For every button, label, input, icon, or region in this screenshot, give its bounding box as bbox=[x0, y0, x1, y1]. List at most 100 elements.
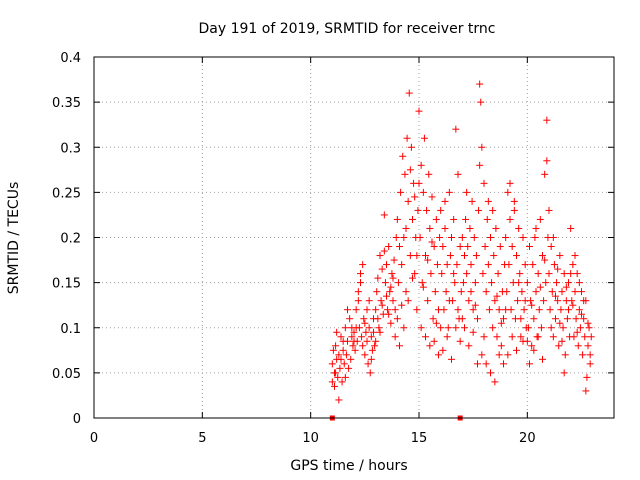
data-point bbox=[335, 396, 343, 404]
data-point bbox=[510, 197, 518, 205]
data-point bbox=[573, 270, 581, 278]
data-point bbox=[547, 324, 555, 332]
data-point bbox=[336, 364, 344, 372]
data-point bbox=[531, 234, 539, 241]
data-point bbox=[335, 351, 343, 359]
data-point bbox=[422, 252, 429, 260]
data-point bbox=[454, 306, 462, 314]
data-point bbox=[389, 274, 397, 282]
data-point bbox=[409, 274, 416, 282]
y-tick-label: 0.15 bbox=[52, 277, 81, 292]
data-point bbox=[543, 116, 551, 124]
data-point bbox=[450, 270, 458, 278]
data-point bbox=[558, 288, 566, 296]
data-point bbox=[543, 157, 551, 165]
data-point bbox=[540, 297, 548, 305]
data-point bbox=[381, 279, 389, 287]
data-points bbox=[328, 80, 595, 421]
data-point bbox=[579, 351, 587, 359]
data-point bbox=[457, 288, 465, 296]
data-point bbox=[581, 333, 589, 341]
data-point bbox=[337, 333, 345, 341]
data-point bbox=[568, 297, 576, 305]
data-point bbox=[493, 333, 501, 341]
data-point bbox=[528, 342, 536, 350]
data-point bbox=[362, 328, 370, 336]
data-point bbox=[474, 360, 481, 368]
data-point bbox=[541, 170, 549, 178]
data-point bbox=[465, 297, 473, 305]
data-point bbox=[399, 152, 407, 160]
data-point bbox=[441, 197, 449, 205]
data-point bbox=[526, 243, 533, 251]
data-point bbox=[480, 333, 488, 341]
data-point bbox=[471, 279, 479, 287]
data-point bbox=[461, 324, 468, 332]
data-point bbox=[443, 333, 451, 341]
data-point bbox=[374, 315, 382, 323]
data-point bbox=[370, 328, 377, 336]
data-point bbox=[517, 333, 525, 341]
data-point bbox=[393, 215, 401, 223]
data-point bbox=[537, 324, 545, 332]
data-point bbox=[439, 243, 447, 251]
data-point bbox=[417, 161, 425, 169]
data-point bbox=[545, 206, 553, 214]
data-point bbox=[398, 301, 406, 309]
data-point bbox=[584, 319, 592, 327]
data-point bbox=[350, 328, 358, 336]
data-point bbox=[413, 306, 421, 314]
data-point bbox=[391, 333, 399, 341]
data-point bbox=[407, 143, 415, 151]
data-point bbox=[366, 369, 374, 377]
data-point bbox=[468, 197, 476, 205]
data-point bbox=[474, 315, 481, 323]
data-point bbox=[342, 351, 350, 359]
data-point bbox=[530, 315, 538, 323]
data-point bbox=[532, 288, 540, 296]
data-point bbox=[432, 319, 440, 327]
data-point bbox=[556, 252, 564, 260]
data-point bbox=[508, 243, 516, 251]
data-point bbox=[586, 360, 594, 368]
data-point bbox=[331, 382, 338, 390]
data-point bbox=[454, 170, 462, 178]
data-point bbox=[350, 337, 358, 345]
data-point bbox=[430, 243, 438, 251]
data-point bbox=[378, 301, 386, 309]
data-point bbox=[357, 279, 364, 287]
data-point bbox=[580, 297, 588, 305]
x-tick-label: 5 bbox=[198, 431, 206, 446]
data-point bbox=[470, 234, 478, 241]
data-point bbox=[451, 279, 459, 287]
data-point bbox=[456, 337, 464, 345]
data-point bbox=[514, 297, 522, 305]
data-point bbox=[365, 297, 373, 305]
data-point bbox=[502, 306, 510, 314]
data-point bbox=[441, 224, 449, 232]
data-point bbox=[340, 360, 348, 368]
data-point bbox=[338, 378, 346, 386]
data-point bbox=[386, 288, 394, 296]
data-point bbox=[549, 234, 557, 241]
data-point bbox=[385, 310, 393, 318]
y-tick-label: 0.25 bbox=[52, 186, 81, 201]
data-point bbox=[383, 261, 390, 269]
data-point bbox=[422, 333, 429, 341]
data-point bbox=[346, 315, 354, 323]
data-point bbox=[401, 170, 409, 178]
data-point bbox=[398, 261, 406, 269]
data-point bbox=[418, 279, 426, 287]
data-point bbox=[469, 328, 477, 336]
data-point bbox=[445, 297, 453, 305]
y-tick-label: 0.3 bbox=[60, 141, 81, 156]
data-point bbox=[430, 337, 438, 345]
data-point bbox=[534, 270, 542, 278]
data-point bbox=[545, 270, 553, 278]
data-point bbox=[329, 346, 337, 354]
data-point bbox=[452, 324, 460, 332]
data-point bbox=[562, 283, 570, 291]
data-point bbox=[487, 369, 494, 377]
chart-title: Day 191 of 2019, SRMTID for receiver trn… bbox=[199, 21, 496, 37]
